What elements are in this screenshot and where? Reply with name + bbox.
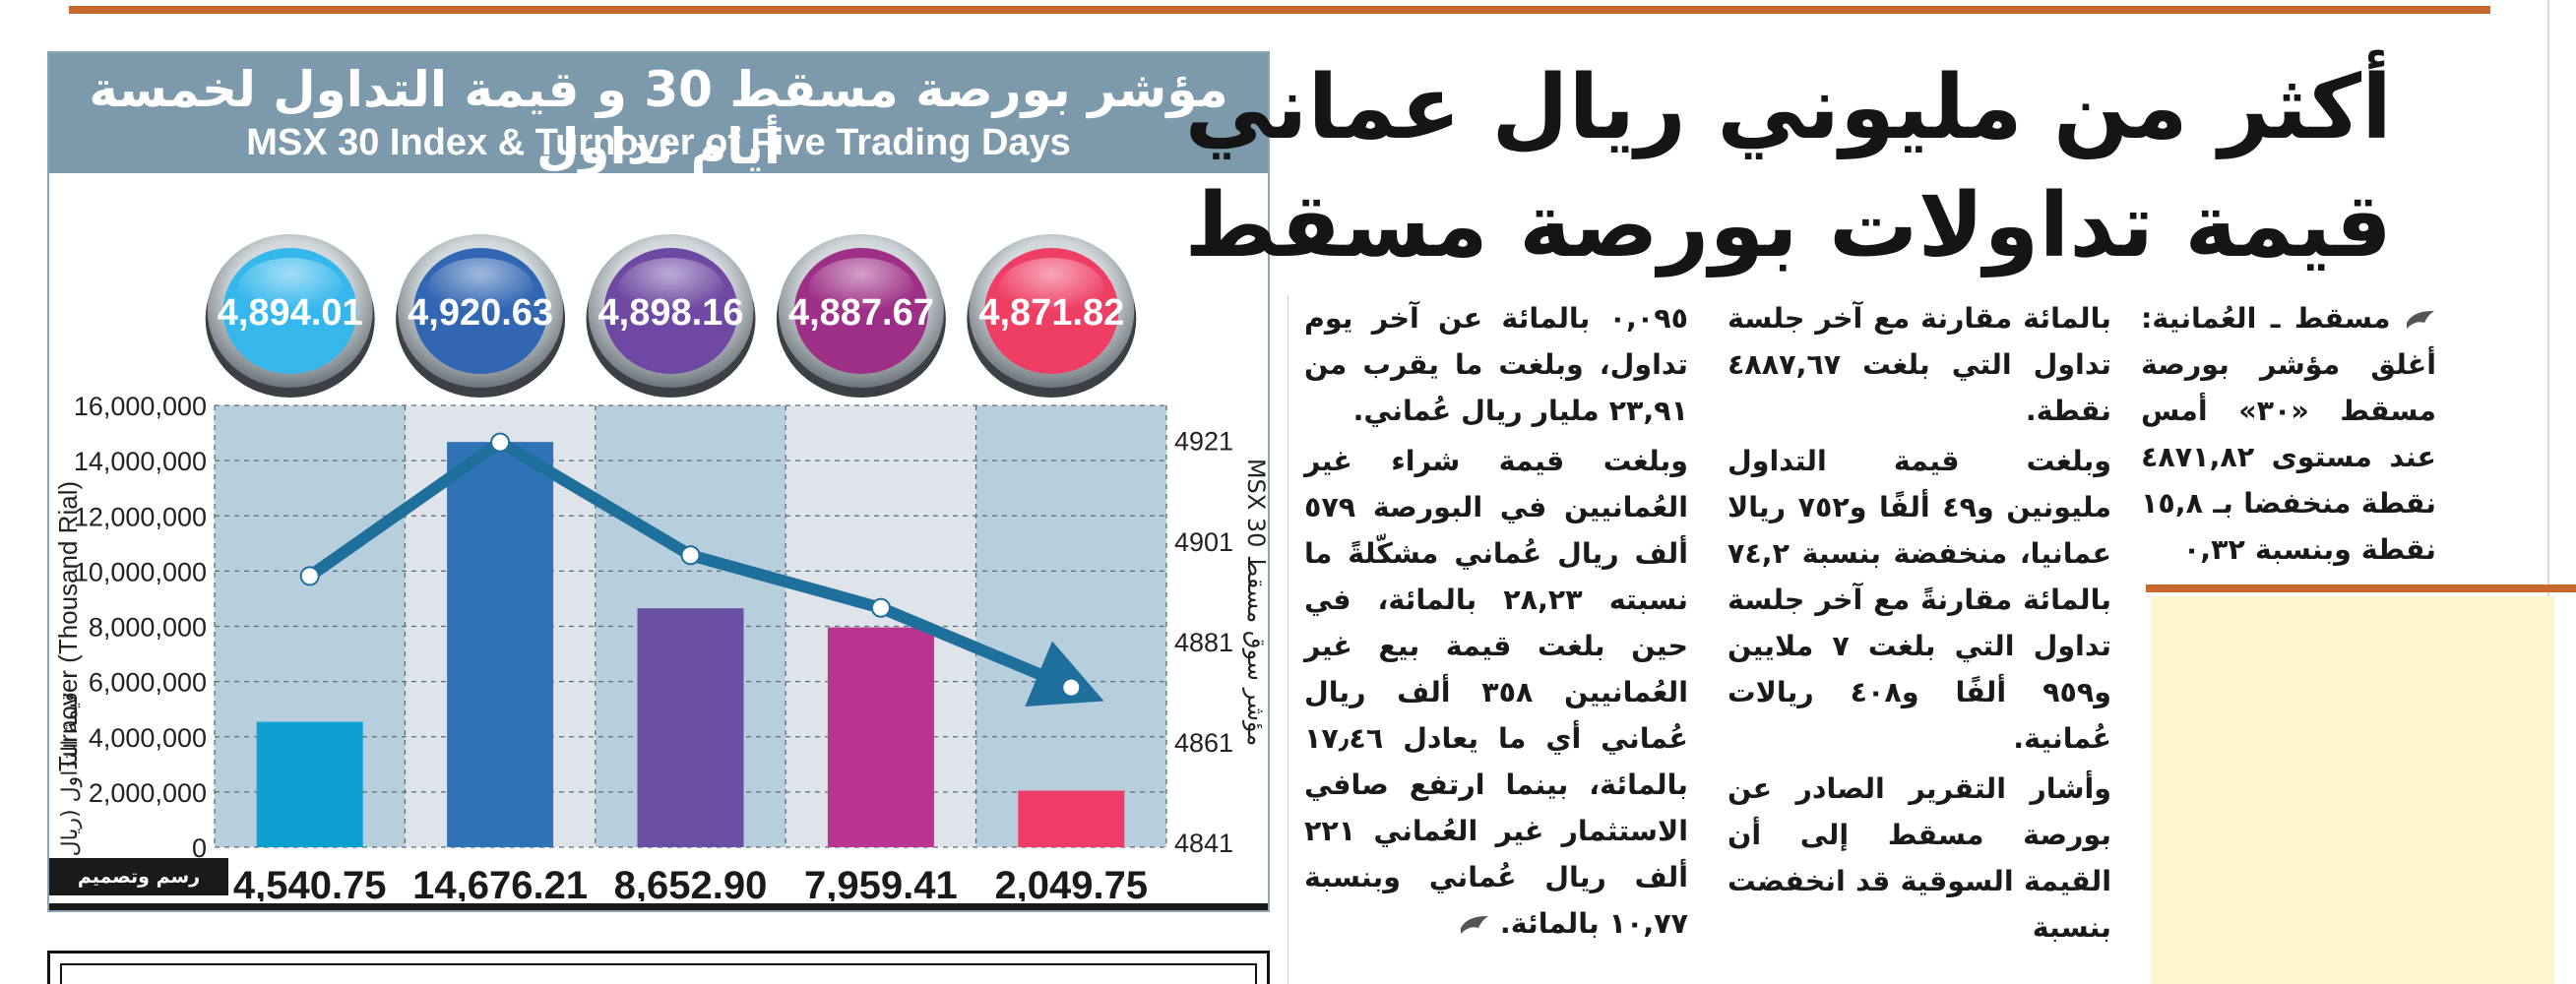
chart-base-bar [49,903,1268,910]
next-box-frame [47,951,1270,984]
bar [447,442,554,847]
left-tick-label: 10,000,000 [74,557,207,586]
left-tick-label: 6,000,000 [89,668,207,698]
chart-panel: مؤشر بورصة مسقط 30 و قيمة التداول لخمسة … [47,51,1270,912]
badge-shine [427,258,534,321]
left-axis-title: Turnover (Thousand Rial) [53,481,83,771]
bars [256,442,1125,847]
left-tick-label: 8,000,000 [89,613,207,643]
bar [1018,790,1125,847]
index-badges: 4,894.01 4,920.63 4,898.16 4,887.67 4,871.82 [205,234,1137,398]
badge-shine [236,258,344,321]
article-paragraph: وبلغت قيمة شراء غير العُمانيين في البورص… [1304,438,1688,947]
side-box [2151,596,2554,984]
right-tick-label: 4841 [1174,829,1233,858]
badge-shine [998,258,1105,321]
turnover-label: 8,652.90 [614,864,768,901]
index-point [490,432,511,453]
index-point [680,545,701,566]
right-tick-label: 4901 [1174,527,1233,557]
bar-labels: 4,540.7513-03-202314,676.2114-03-20238,6… [233,864,1148,901]
chart-title-arabic: مؤشر بورصة مسقط 30 و قيمة التداول لخمسة … [89,61,1228,175]
index-point [1061,677,1082,698]
left-tick-label: 14,000,000 [74,447,207,476]
top-rule [69,6,2490,14]
index-line [299,432,1104,707]
next-box-inner-frame [60,963,1257,984]
right-axis-title: MSX 30 مؤشر سوق مسقط [1242,459,1270,746]
article-column-2: بالمائة مقارنة مع آخر جلسة تداول التي بل… [1728,295,2111,954]
article-text: وبلغت قيمة شراء غير العُمانيين في البورص… [1304,445,1688,940]
right-tick-label: 4861 [1174,728,1233,758]
article-paragraph: بالمائة مقارنة مع آخر جلسة تداول التي بل… [1728,302,2111,427]
turnover-label: 14,676.21 [412,864,588,901]
section-rule [2146,584,2576,592]
left-axis-title-arabic: قيمة التداول (ريال) [58,692,83,865]
article-column-3: ٠,٠٩٥ بالمائة عن آخر يوم تداول، وبلغت ما… [1304,295,1688,951]
headline: أكثر من مليوني ريال عماني قيمة تداولات ب… [1184,49,2392,285]
headline-line-2: قيمة تداولات بورصة مسقط [1184,174,2392,277]
chart-title-english: MSX 30 Index & Turnover of Five Trading … [246,122,1071,163]
bird-icon [2405,309,2436,331]
axes: 0 2,000,000 4,000,000 6,000,000 8,000,000 10,… [53,392,1270,865]
badge-value: 4,887.67 [788,292,934,334]
left-tick-label: 2,000,000 [89,778,207,808]
bird-icon [1459,914,1490,936]
article-paragraph: وبلغت قيمة التداول مليونين و٤٩ ألفًا و٧٥… [1728,445,2112,755]
article-paragraph: ٠,٠٩٥ بالمائة عن آخر يوم تداول، وبلغت ما… [1304,302,1688,427]
bar [637,608,744,847]
badge-value: 4,920.63 [408,292,553,334]
article-text: مسقط ـ العُمانية: أغلق مؤشر بورصة مسقط «… [2141,302,2436,566]
article-paragraph: مسقط ـ العُمانية: أغلق مؤشر بورصة مسقط «… [2141,295,2436,573]
headline-line-1: أكثر من مليوني ريال عماني [1184,56,2392,159]
badge-value: 4,894.01 [218,292,363,334]
index-point [299,566,320,586]
chart-header: مؤشر بورصة مسقط 30 و قيمة التداول لخمسة … [49,53,1268,175]
badge-shine [807,258,914,321]
bar [256,721,363,847]
article-paragraph: وأشار التقرير الصادر عن بورصة مسقط إلى أ… [1728,772,2111,944]
left-tick-label: 4,000,000 [89,723,207,753]
turnover-label: 4,540.75 [233,864,387,901]
turnover-label: 2,049.75 [994,864,1148,901]
turnover-label: 7,959.41 [804,864,958,901]
bar [827,627,934,847]
badge-value: 4,898.16 [598,292,744,334]
left-tick-label: 0 [192,833,207,863]
right-tick-label: 4921 [1174,427,1233,457]
right-tick-label: 4881 [1174,628,1233,657]
chart-credit: رسم وتصميم الوطن [49,858,228,910]
chart-graphic: 4,894.01 4,920.63 4,898.16 4,887.67 4,871.82… [53,234,1270,901]
article-column-1: مسقط ـ العُمانية: أغلق مؤشر بورصة مسقط «… [2141,295,2436,577]
left-tick-label: 12,000,000 [74,502,207,531]
index-point [870,597,891,618]
left-tick-label: 16,000,000 [74,392,207,421]
badge-shine [617,258,724,321]
badge-value: 4,871.82 [978,292,1124,334]
